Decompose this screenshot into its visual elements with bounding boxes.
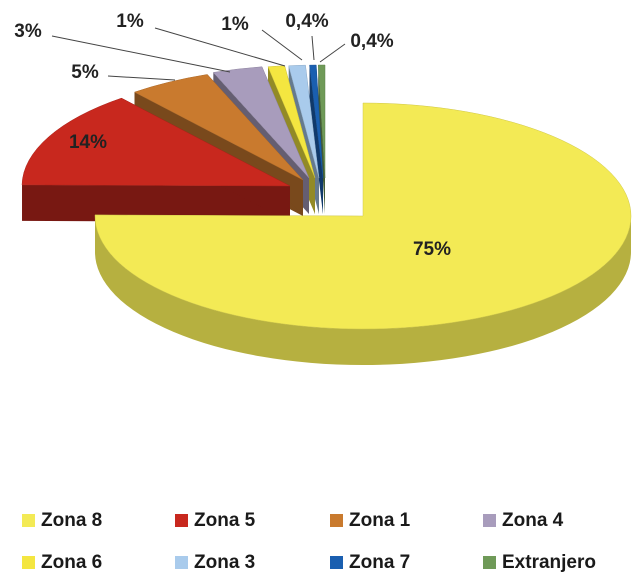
data-label: 5% bbox=[71, 62, 99, 83]
legend-swatch bbox=[330, 556, 343, 569]
slice bbox=[21, 97, 291, 222]
legend-swatch bbox=[22, 514, 35, 527]
leader-line bbox=[261, 29, 303, 61]
slice-side bbox=[95, 216, 631, 365]
legend-label: Extranjero bbox=[502, 552, 596, 573]
slice-edge bbox=[309, 65, 323, 214]
data-label: 0,4% bbox=[285, 11, 328, 32]
data-label: 75% bbox=[413, 239, 451, 260]
slice-top bbox=[288, 64, 320, 179]
leader-line bbox=[319, 43, 346, 63]
slice-edge bbox=[22, 184, 290, 222]
leader-line bbox=[107, 75, 176, 81]
data-label: 1% bbox=[221, 14, 249, 35]
legend-label: Zona 3 bbox=[194, 552, 255, 573]
legend-label: Zona 4 bbox=[502, 510, 564, 531]
legend-label: Zona 8 bbox=[41, 510, 102, 531]
legend-swatch bbox=[175, 556, 188, 569]
legend-label: Zona 7 bbox=[349, 552, 410, 573]
slice-top bbox=[21, 97, 291, 187]
slice-top bbox=[212, 66, 310, 179]
slice-top bbox=[133, 74, 304, 181]
legend-label: Zona 1 bbox=[349, 510, 411, 531]
data-label: 0,4% bbox=[350, 31, 393, 52]
legend-swatch bbox=[22, 556, 35, 569]
legend-swatch bbox=[483, 556, 496, 569]
slice-edge bbox=[318, 65, 325, 214]
legend-label: Zona 5 bbox=[194, 510, 256, 531]
legend-swatch bbox=[483, 514, 496, 527]
data-label: 1% bbox=[116, 11, 144, 32]
legend-label: Zona 6 bbox=[41, 552, 102, 573]
leader-line bbox=[154, 27, 286, 67]
data-label: 3% bbox=[14, 21, 42, 42]
data-label: 14% bbox=[69, 132, 107, 153]
slice bbox=[309, 64, 324, 214]
leader-line bbox=[311, 35, 315, 61]
legend-swatch bbox=[330, 514, 343, 527]
slice-top bbox=[317, 64, 326, 179]
slice bbox=[94, 102, 632, 365]
slice-top bbox=[309, 64, 324, 179]
slice bbox=[317, 64, 326, 214]
leader-line bbox=[51, 35, 231, 73]
slice-top bbox=[94, 102, 632, 330]
legend-swatch bbox=[175, 514, 188, 527]
